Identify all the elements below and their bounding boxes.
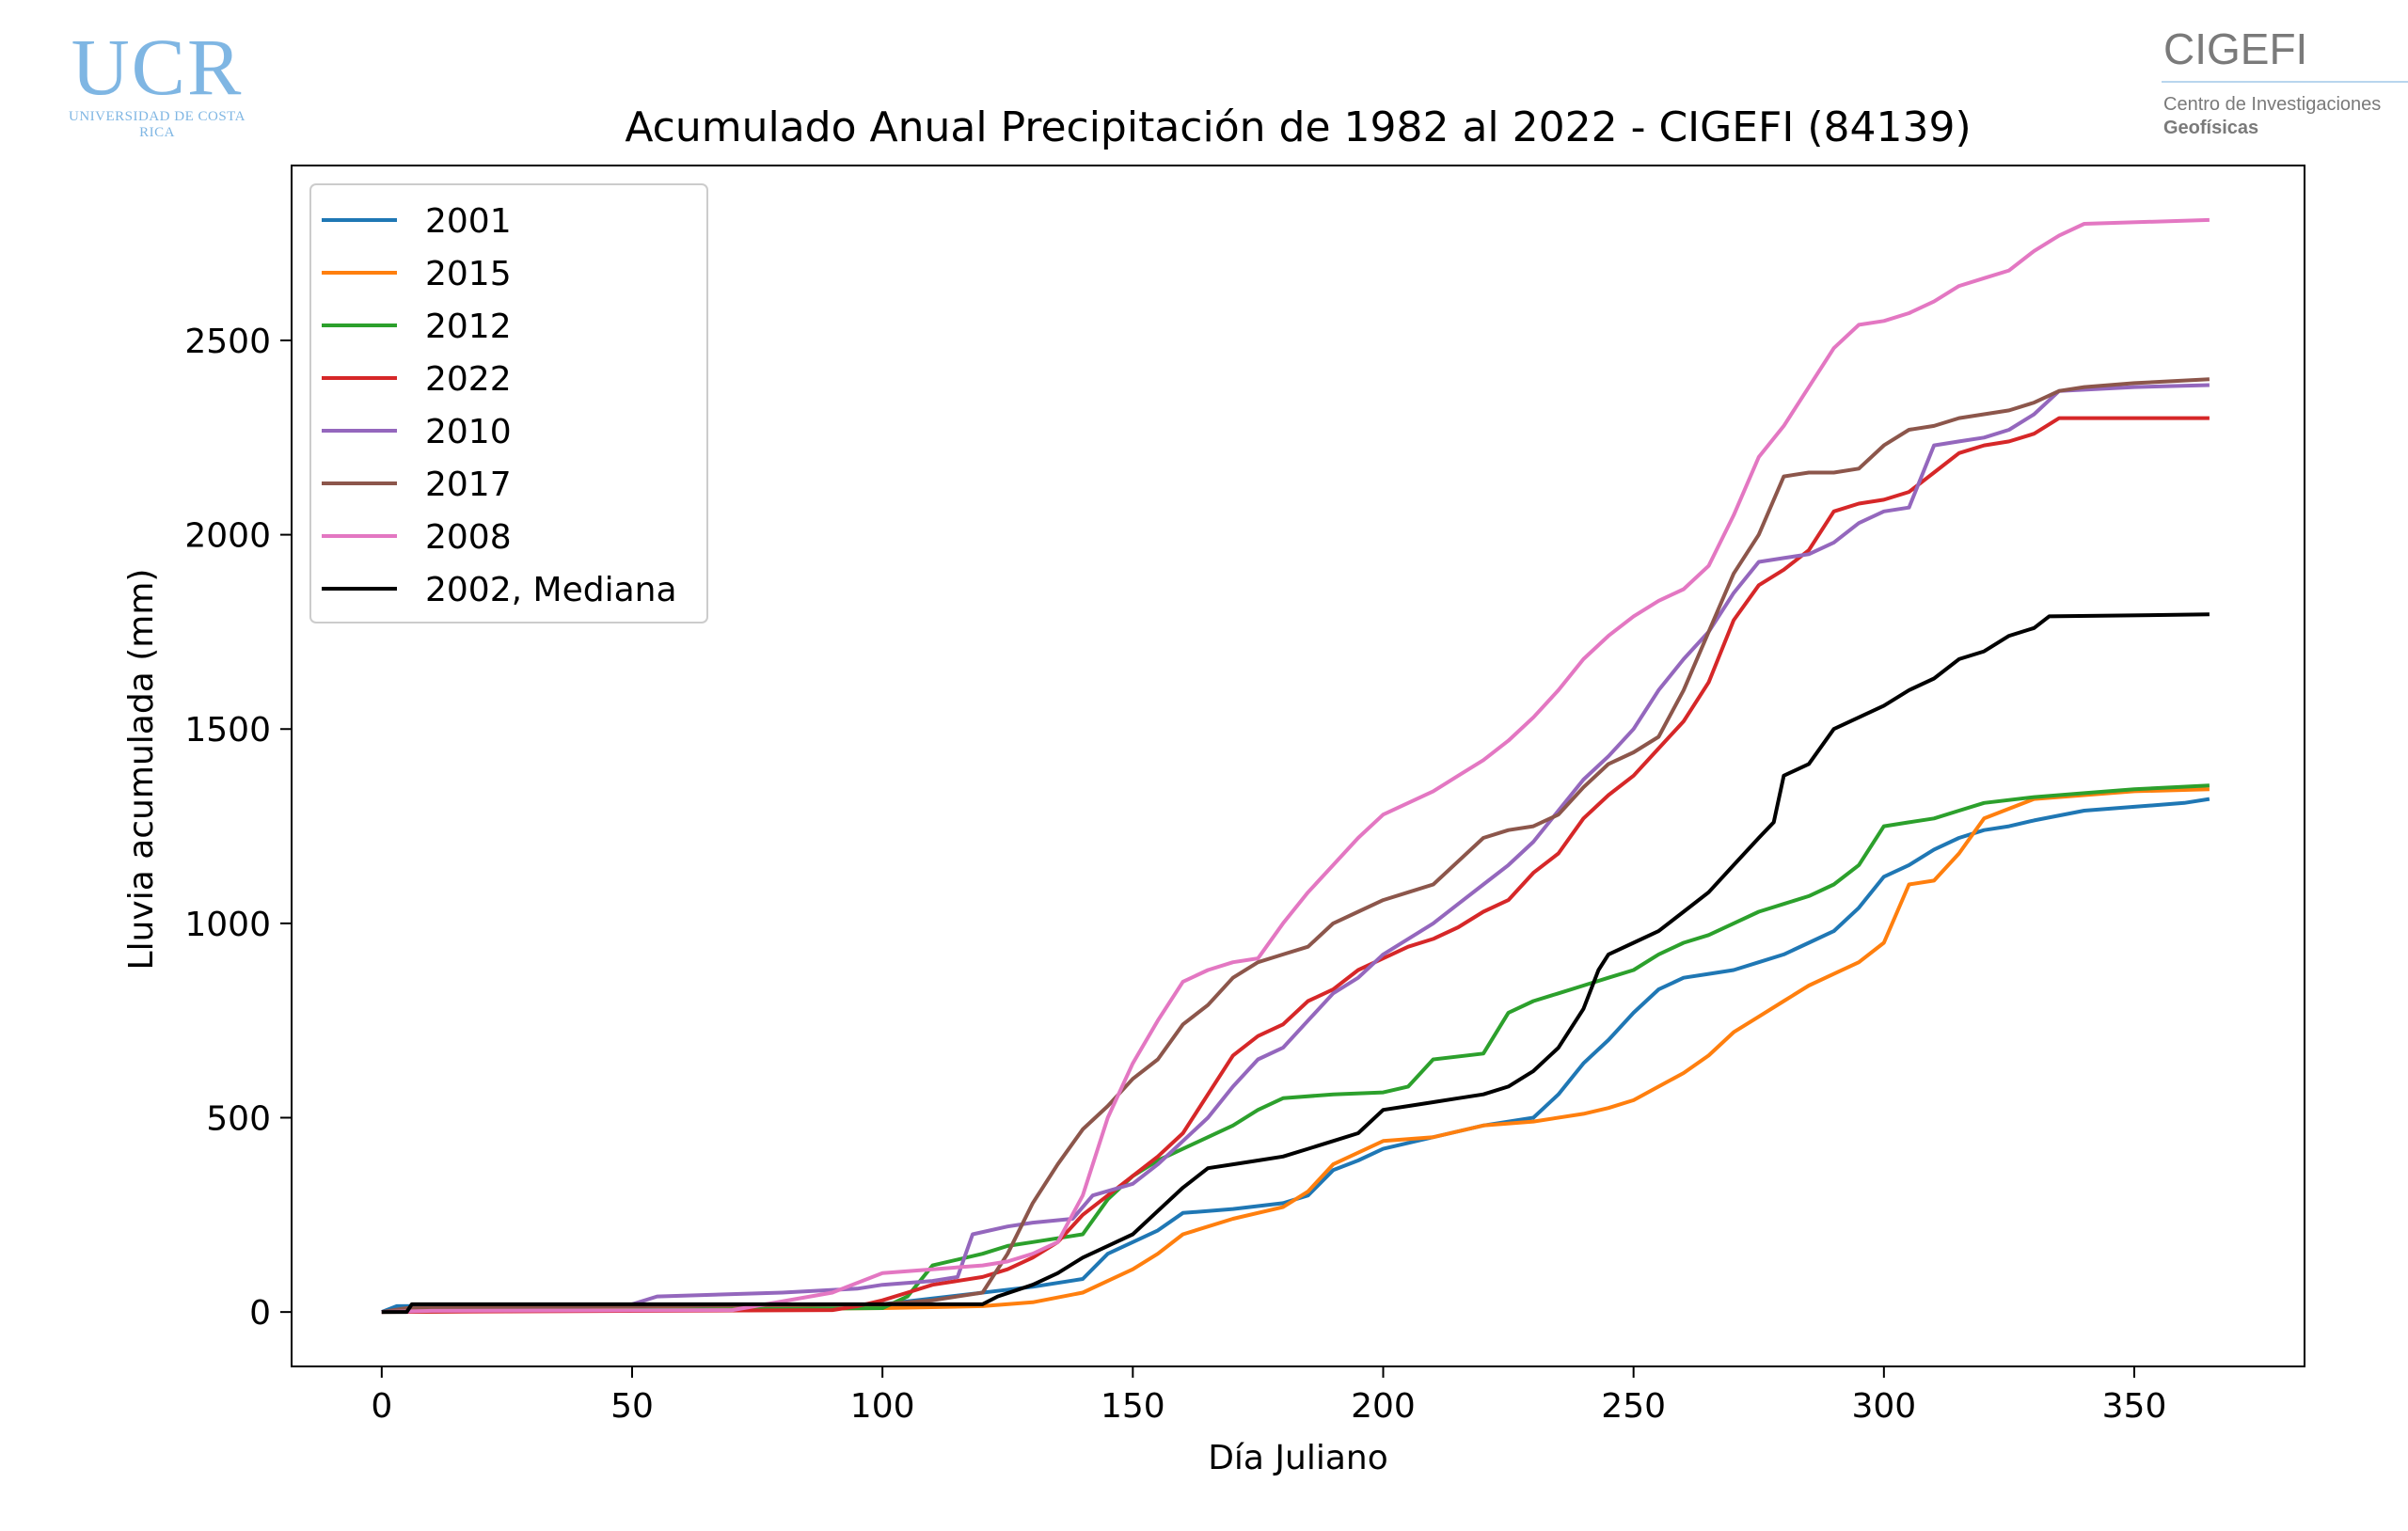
x-tick-label: 200 bbox=[1351, 1387, 1416, 1426]
series-line-2015 bbox=[381, 787, 2210, 1315]
x-axis-label: Día Juliano bbox=[1208, 1439, 1388, 1477]
y-tick-label: 2000 bbox=[184, 517, 271, 556]
plot-frame bbox=[291, 165, 2305, 1367]
ucr-logo: UCR UNIVERSIDAD DE COSTA RICA bbox=[58, 26, 256, 141]
y-tick-label: 2500 bbox=[184, 323, 271, 361]
legend-label: 2010 bbox=[425, 413, 512, 451]
legend: 2001 2015 2012 2022 2010 2017 2008 2002, Median… bbox=[309, 183, 708, 623]
cigefi-logo-line1: Centro de Investigaciones bbox=[2163, 94, 2382, 115]
cigefi-logo-text: CIGEFI bbox=[2163, 24, 2308, 73]
x-tick-label: 150 bbox=[1101, 1387, 1165, 1426]
cigefi-logo: CIGEFI Centro de Investigaciones Geofísi… bbox=[2162, 23, 2408, 139]
legend-label: 2015 bbox=[425, 255, 512, 293]
series-line-2017 bbox=[381, 377, 2210, 1315]
chart-title: Acumulado Anual Precipitación de 1982 al… bbox=[625, 103, 1971, 151]
series-line-2002 bbox=[381, 612, 2210, 1315]
legend-label: 2001 bbox=[425, 202, 512, 241]
y-tick-label: 1000 bbox=[184, 906, 271, 944]
x-tick-label: 50 bbox=[610, 1387, 654, 1426]
x-tick-label: 300 bbox=[1851, 1387, 1916, 1426]
legend-label: 2008 bbox=[425, 518, 512, 557]
x-tick-label: 250 bbox=[1601, 1387, 1666, 1426]
x-tick-label: 0 bbox=[371, 1387, 392, 1426]
y-axis-label: Lluvia acumulada (mm) bbox=[122, 569, 161, 971]
legend-label: 2017 bbox=[425, 466, 512, 504]
legend-label: 2022 bbox=[425, 360, 512, 399]
cigefi-logo-line2: Geofísicas bbox=[2163, 118, 2259, 138]
legend-label: 2002, Mediana bbox=[425, 571, 677, 609]
y-tick-label: 0 bbox=[249, 1294, 271, 1333]
series-line-2001 bbox=[381, 797, 2210, 1314]
x-tick-label: 350 bbox=[2102, 1387, 2167, 1426]
ucr-logo-text: UCR bbox=[71, 22, 244, 112]
y-tick-label: 1500 bbox=[184, 711, 271, 750]
legend-label: 2012 bbox=[425, 308, 512, 346]
y-axis-ticks: 0 500 1000 1500 2000 2500 bbox=[184, 323, 292, 1333]
series-line-2010 bbox=[381, 383, 2210, 1315]
x-axis-ticks: 0 50 100 150 200 250 300 350 bbox=[371, 1366, 2166, 1426]
series-line-2012 bbox=[381, 783, 2210, 1315]
cigefi-logo-rule bbox=[2162, 81, 2408, 83]
y-tick-label: 500 bbox=[206, 1100, 271, 1139]
ucr-logo-subtitle: UNIVERSIDAD DE COSTA RICA bbox=[69, 109, 246, 140]
plot-lines bbox=[381, 217, 2210, 1315]
legend-box bbox=[309, 183, 708, 623]
series-line-2022 bbox=[381, 416, 2210, 1315]
x-tick-label: 100 bbox=[850, 1387, 915, 1426]
series-line-2008 bbox=[381, 217, 2210, 1315]
